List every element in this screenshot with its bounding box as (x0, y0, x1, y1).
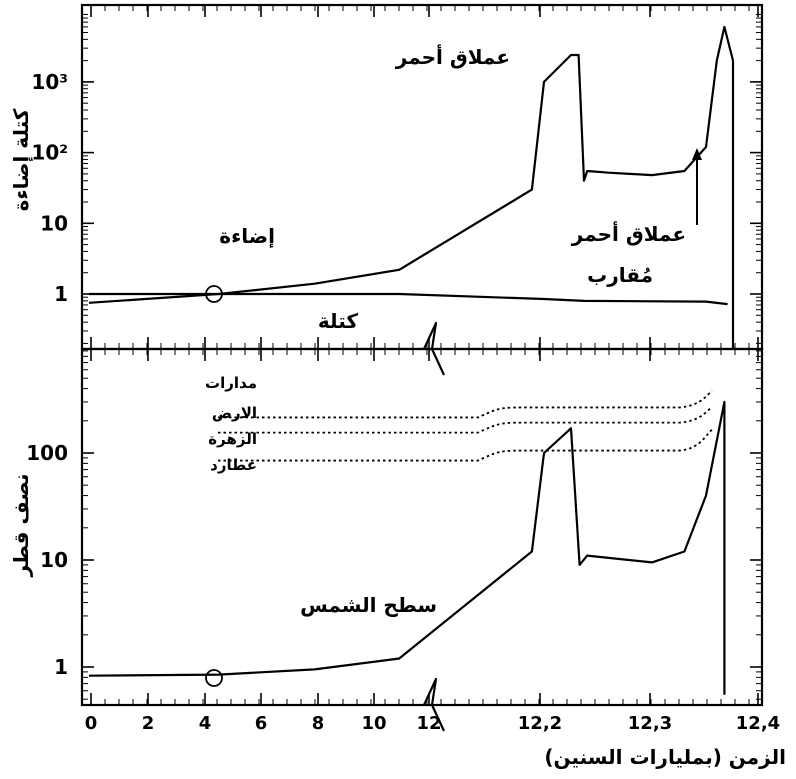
x-tick-label: 2 (142, 713, 155, 734)
x-tick-label: 12,2 (518, 713, 562, 734)
x-tick-label: 0 (85, 713, 98, 734)
bottom-y-tick-label: 10 (40, 548, 68, 572)
orbit-line (218, 429, 713, 462)
luminosity-series (88, 25, 735, 304)
red-giant-label: عملاق أحمر (395, 43, 510, 69)
bottom-panel-frame (80, 347, 764, 707)
bottom-curves (88, 400, 726, 695)
x-tick-label: 4 (199, 713, 212, 734)
top-y-tick-label: 10² (31, 141, 68, 165)
orbit-line (218, 390, 713, 419)
orbit-label-mercury: عطارد (210, 456, 257, 474)
luminosity-label: إضاءة (219, 224, 275, 248)
orbit-label-venus: الزهرة (208, 430, 257, 448)
orbits-title: مدارات (205, 374, 257, 392)
x-tick-label: 8 (312, 713, 325, 734)
agb-label-line2: مُقارب (587, 263, 653, 287)
bottom-y-tick-label: 1 (54, 655, 68, 679)
axis-break-bottom (423, 677, 445, 732)
bottom-y-tick-label: 100 (26, 441, 68, 465)
top-curves (88, 25, 735, 349)
bottom-y-axis-label: نصف قطر (9, 473, 33, 577)
x-axis-label: الزمن (بمليارات السنين) (544, 745, 786, 769)
mass-label: كتلة (318, 309, 358, 333)
x-tick-label: 12 (416, 713, 441, 734)
x-tick-label: 12,3 (628, 713, 672, 734)
mass-series (89, 292, 728, 306)
axis-breaks (423, 321, 445, 732)
axis-break-top (423, 321, 445, 376)
present-sun-marker-bottom (205, 669, 223, 687)
x-tick-label: 6 (255, 713, 268, 734)
orbit-label-earth: الارض (212, 404, 257, 422)
top-y-tick-label: 10³ (31, 70, 68, 94)
tick-marks (82, 5, 762, 705)
sun-surface-label: سطح الشمس (300, 593, 437, 617)
x-tick-label: 12,4 (736, 713, 780, 734)
top-y-tick-label: 1 (54, 282, 68, 306)
orbit-line (218, 406, 713, 434)
y-tick-labels: 1 10 10² 10³ 1 10 100 (26, 70, 68, 679)
x-tick-label: 10 (361, 713, 386, 734)
top-y-axis-label: كتلة إضاءة (9, 108, 33, 211)
present-sun-marker-top (205, 285, 223, 303)
top-y-tick-label: 10 (40, 211, 68, 235)
x-tick-labels: 0 2 4 6 8 10 12 12,2 12,3 12,4 (85, 713, 780, 734)
radius-series (88, 400, 726, 695)
agb-label-line1: عملاق أحمر (571, 220, 686, 246)
orbit-lines (218, 390, 713, 462)
agb-arrowhead (692, 148, 702, 160)
